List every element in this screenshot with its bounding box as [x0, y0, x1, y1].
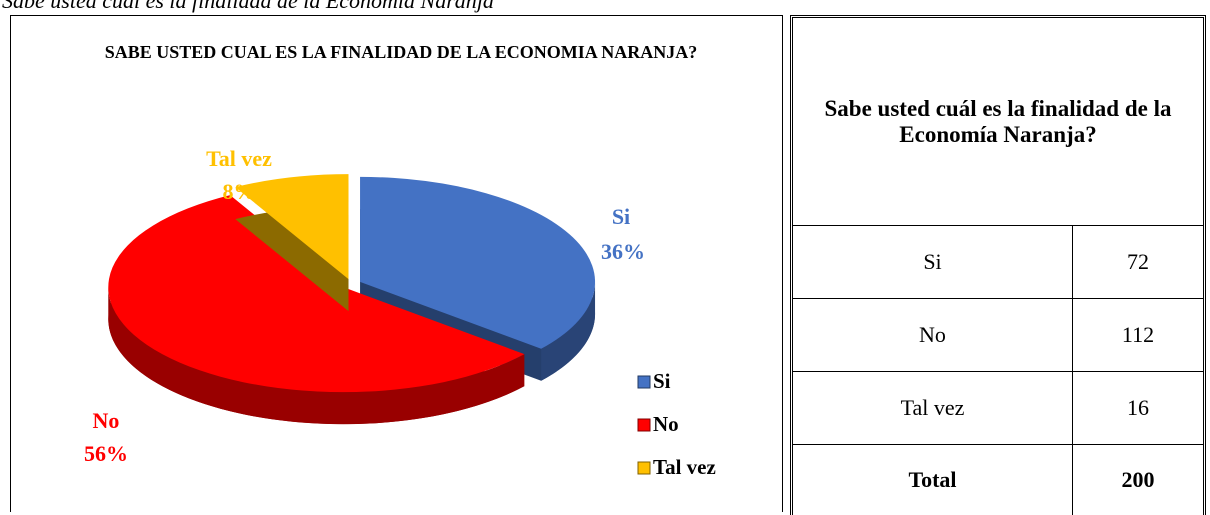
- slice-label: Tal vez: [206, 146, 272, 171]
- slice-label: Si: [612, 204, 630, 229]
- slice-top: [235, 174, 349, 280]
- chart-title: SABE USTED CUAL ES LA FINALIDAD DE LA EC…: [104, 42, 698, 62]
- legend-label: No: [653, 412, 679, 436]
- cell: 16: [1072, 371, 1203, 445]
- cell: No: [793, 299, 1072, 372]
- chart: SABE USTED CUAL ES LA FINALIDAD DE LA EC…: [10, 15, 783, 512]
- cell: 112: [1072, 298, 1203, 372]
- legend-swatch: [637, 375, 651, 389]
- caption: Sabe usted cuál es la finalidad de la Ec…: [2, 0, 494, 13]
- slice-value-label: 8%: [223, 179, 256, 204]
- slice-value-label: 36%: [601, 239, 645, 264]
- slice-value-label: 56%: [84, 441, 128, 466]
- cell: 72: [1072, 226, 1203, 299]
- legend-label: Si: [653, 369, 671, 393]
- cell: Tal vez: [793, 372, 1072, 445]
- table-header: Sabe usted cuál es la finalidad de la Ec…: [793, 18, 1203, 226]
- slice: [360, 176, 596, 381]
- slice: [108, 195, 525, 425]
- legend-swatch: [637, 418, 651, 432]
- pie-area: Si 36% No 56% Tal vez 8% Si No Tal vez: [84, 146, 716, 479]
- slice-top: [360, 176, 596, 349]
- data-table: Sabe usted cuál es la finalidad de la Ec…: [790, 15, 1206, 515]
- slice-edge: [541, 281, 596, 381]
- legend-swatch: [637, 461, 651, 475]
- slice-top: [108, 195, 525, 393]
- slice: [235, 174, 349, 312]
- slice-label: No: [93, 408, 120, 433]
- cell: Si: [793, 226, 1072, 299]
- cell: 200: [1072, 444, 1203, 515]
- slice-edge: [108, 287, 525, 425]
- legend-label: Tal vez: [653, 455, 716, 479]
- cell: Total: [908, 466, 957, 492]
